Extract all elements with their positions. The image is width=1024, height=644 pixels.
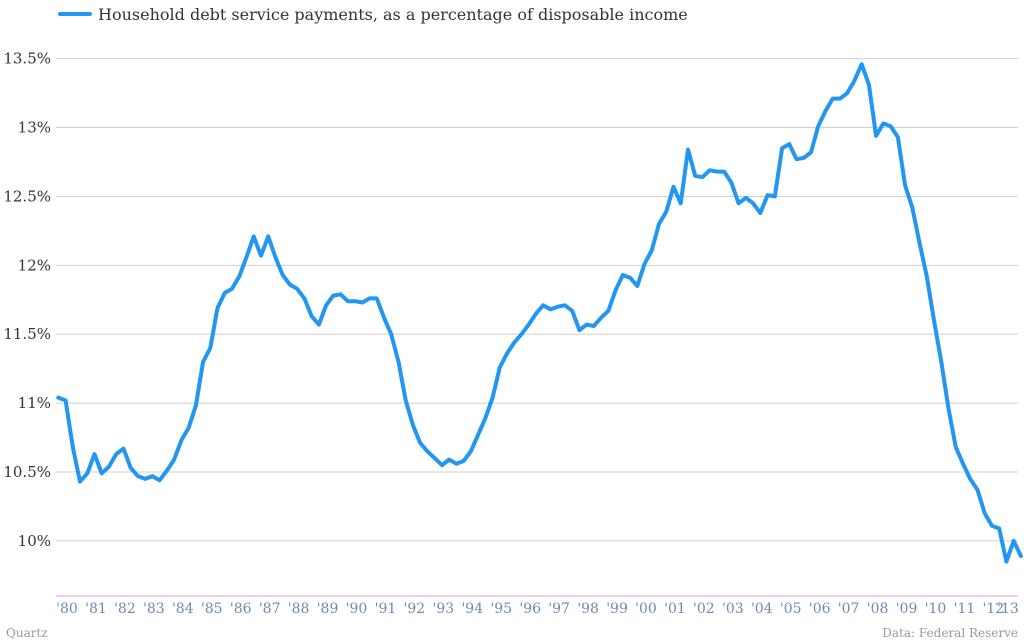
gridlines bbox=[56, 58, 1018, 542]
x-tick-label: '80 bbox=[56, 601, 78, 617]
x-tick-label: '93 bbox=[433, 601, 455, 617]
x-tick-label: '06 bbox=[809, 601, 831, 617]
x-tick-label: '04 bbox=[751, 601, 773, 617]
x-tick-label: '86 bbox=[230, 601, 252, 617]
x-tick-label: '92 bbox=[404, 601, 426, 617]
legend-label: Household debt service payments, as a pe… bbox=[98, 5, 688, 24]
x-tick-label: '85 bbox=[201, 601, 223, 617]
x-tick-label: '84 bbox=[172, 601, 194, 617]
x-tick-label: '05 bbox=[780, 601, 802, 617]
x-tick-label: '89 bbox=[317, 601, 339, 617]
x-tick-label: '99 bbox=[606, 601, 628, 617]
y-tick-label: 13.5% bbox=[3, 50, 51, 68]
legend: Household debt service payments, as a pe… bbox=[58, 5, 688, 24]
x-tick-label: '11 bbox=[954, 601, 976, 617]
x-tick-label: '82 bbox=[114, 601, 136, 617]
x-tick-label: '81 bbox=[85, 601, 107, 617]
footer-source-brand: Quartz bbox=[6, 626, 48, 640]
x-tick-label: '03 bbox=[722, 601, 744, 617]
x-tick-label: '01 bbox=[664, 601, 686, 617]
y-tick-label: 12.5% bbox=[3, 187, 51, 205]
y-axis-tick-labels: 10% 10.5% 11% 11.5% 12% 12.5% 13% 13.5% bbox=[3, 50, 51, 550]
x-tick-label: '10 bbox=[925, 601, 947, 617]
x-tick-label: '08 bbox=[867, 601, 889, 617]
x-tick-label: '96 bbox=[519, 601, 541, 617]
x-tick-label: '91 bbox=[375, 601, 397, 617]
footer-data-credit: Data: Federal Reserve bbox=[882, 626, 1018, 640]
series-line-debt-service bbox=[56, 62, 1023, 564]
x-tick-label: '98 bbox=[577, 601, 599, 617]
y-tick-label: 10% bbox=[18, 532, 51, 550]
x-tick-label: '95 bbox=[490, 601, 512, 617]
y-tick-label: 13% bbox=[18, 119, 51, 137]
x-tick-label: '88 bbox=[288, 601, 310, 617]
x-axis-tick-labels: '80 '81 '82 '83 '84 '85 '86 '87 '88 '89 '90 '91 '92 '… bbox=[56, 601, 1019, 617]
y-tick-label: 11% bbox=[18, 394, 51, 412]
y-tick-label: 11.5% bbox=[3, 325, 51, 343]
x-tick-label: '94 bbox=[461, 601, 483, 617]
x-tick-label: '07 bbox=[838, 601, 860, 617]
x-tick-label: '02 bbox=[693, 601, 715, 617]
x-tick-label: '83 bbox=[143, 601, 165, 617]
x-tick-label: '97 bbox=[548, 601, 570, 617]
x-tick-label: '12 bbox=[983, 601, 1005, 617]
x-tick-label: '13 bbox=[997, 601, 1019, 617]
x-tick-label: '09 bbox=[896, 601, 918, 617]
x-tick-label: '87 bbox=[259, 601, 281, 617]
x-tick-label: '00 bbox=[635, 601, 657, 617]
y-tick-label: 12% bbox=[18, 256, 51, 274]
y-tick-label: 10.5% bbox=[3, 463, 51, 481]
x-tick-label: '90 bbox=[346, 601, 368, 617]
